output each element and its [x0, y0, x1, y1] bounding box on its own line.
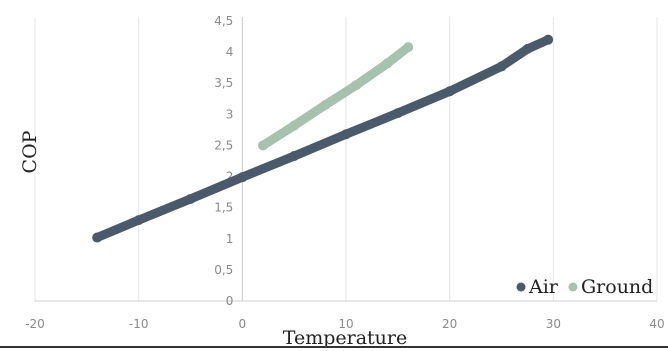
x-tick-label: 10 — [338, 317, 353, 331]
y-tick-label: 4,5 — [214, 14, 233, 28]
y-axis-title: COP — [19, 130, 41, 173]
y-tick-labels: 0 0,5 1 1,5 2 2,5 3 3,5 4 4,5 — [214, 14, 233, 308]
data-point — [543, 34, 554, 45]
data-point — [185, 193, 196, 204]
data-point — [320, 100, 331, 110]
legend-item-air: Air — [516, 276, 559, 298]
y-tick-label: 4 — [226, 45, 234, 59]
y-tick-label: 0,5 — [214, 263, 233, 277]
series-layer — [92, 34, 554, 243]
legend-label: Ground — [581, 276, 653, 298]
series-air — [92, 34, 554, 243]
data-point — [392, 108, 403, 119]
data-point — [341, 129, 351, 140]
x-tick-label: 0 — [239, 317, 247, 331]
bottom-rule — [0, 346, 668, 348]
data-point — [351, 80, 362, 91]
x-tick-labels: -20 -10 0 10 20 30 40 — [25, 317, 664, 331]
series-ground — [258, 42, 414, 151]
y-tick-label: 1,5 — [214, 201, 233, 215]
data-point — [382, 58, 393, 69]
data-point — [289, 120, 300, 131]
y-tick-label: 0 — [226, 294, 234, 308]
data-point — [403, 42, 414, 53]
x-tick-label: 20 — [442, 317, 457, 331]
data-point — [133, 215, 144, 226]
y-tick-label: 3,5 — [214, 76, 233, 90]
x-tick-label: -20 — [25, 317, 45, 331]
data-point — [237, 172, 248, 183]
legend: Air Ground — [516, 276, 653, 298]
data-point — [289, 151, 300, 162]
y-tick-label: 3 — [226, 107, 234, 121]
x-tick-label: 30 — [546, 317, 561, 331]
y-tick-label: 2 — [226, 170, 234, 184]
series-band — [92, 35, 553, 243]
data-point — [496, 61, 507, 72]
y-tick-label: 1 — [226, 232, 234, 246]
data-point — [522, 44, 533, 54]
x-axis-title: Temperature — [283, 327, 407, 349]
gridlines — [34, 17, 658, 302]
legend-marker — [516, 282, 526, 292]
y-tick-label: 2,5 — [214, 138, 233, 152]
data-point — [258, 140, 269, 151]
data-point — [92, 232, 103, 243]
x-tick-label: 40 — [649, 317, 664, 331]
legend-marker — [568, 282, 578, 292]
legend-label: Air — [528, 276, 559, 298]
legend-item-ground: Ground — [568, 276, 653, 298]
x-tick-label: -10 — [129, 317, 149, 331]
data-point — [444, 86, 455, 97]
